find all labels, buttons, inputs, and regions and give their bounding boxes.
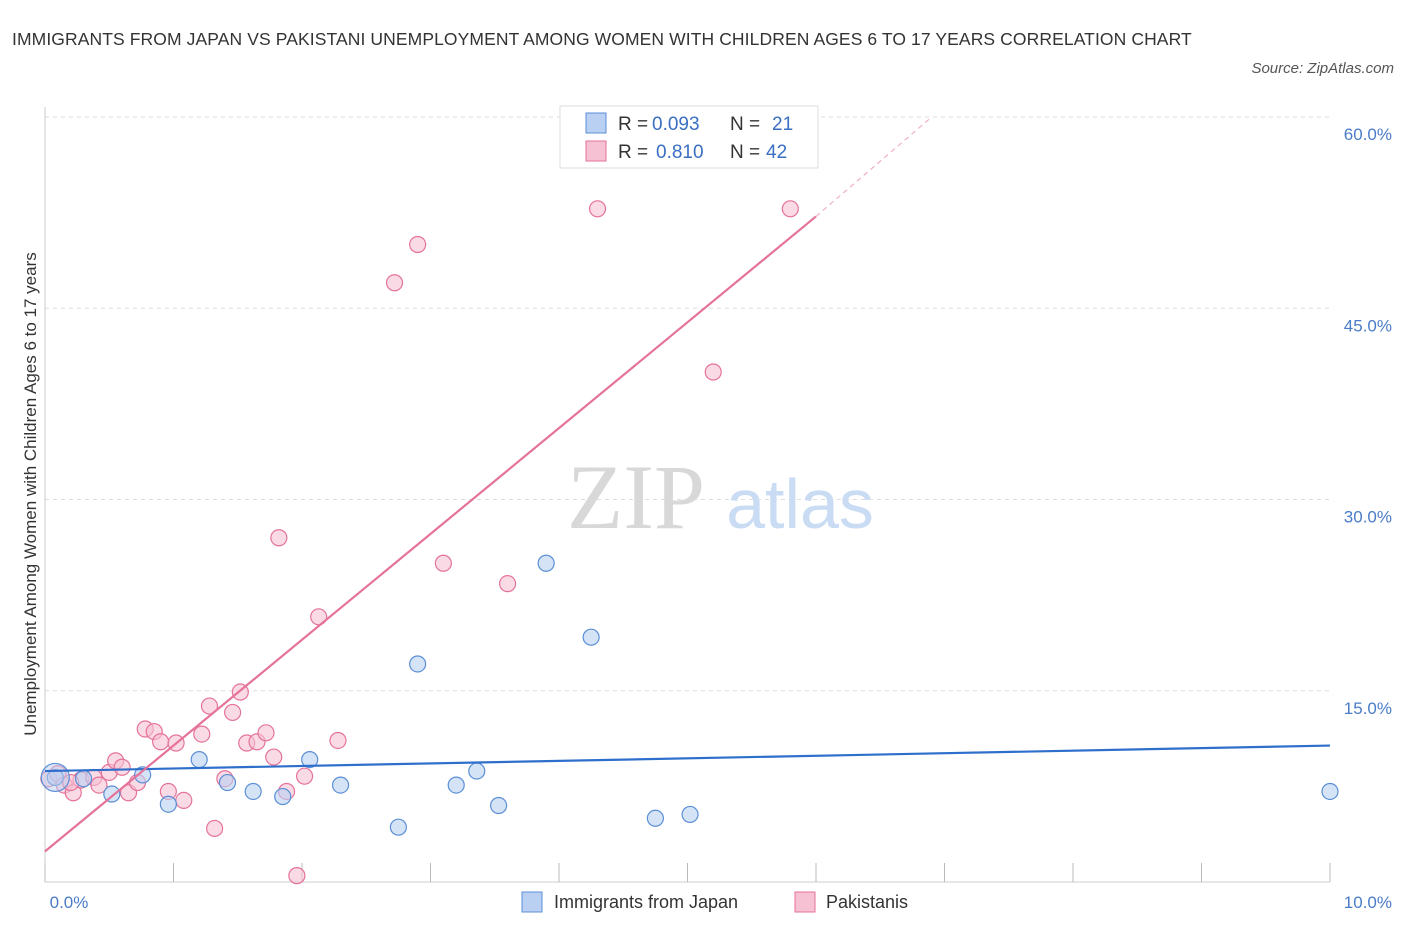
japan-point-14: [468, 762, 486, 780]
pakistani-point-33: [329, 731, 347, 750]
series-legend-swatch-japan: [521, 891, 543, 913]
pakistani-point-28: [270, 529, 288, 547]
pakistani-point-17: [175, 791, 193, 810]
pakistani-trend-line: [44, 215, 817, 853]
series-legend-pakistani: Pakistanis: [826, 892, 908, 912]
japan-points: [40, 554, 1339, 836]
grid-lines: [45, 116, 1330, 692]
japan-point-cluster: [40, 762, 70, 793]
watermark-zip: ZIP: [567, 446, 705, 548]
japan-point-13: [447, 776, 465, 794]
japan-point-20: [1321, 782, 1339, 801]
pakistani-point-27: [265, 748, 283, 766]
axes: [44, 107, 1331, 883]
pakistani-point-22: [224, 703, 242, 722]
pakistani-point-31: [295, 767, 314, 785]
pakistani-point-6: [90, 776, 108, 794]
pakistani-point-30: [288, 867, 306, 885]
pakistani-point-36: [434, 554, 452, 572]
pakistani-point-34: [385, 274, 404, 292]
legend-r-japan: 0.093: [652, 114, 700, 135]
y-tick-label-1: 30.0%: [1344, 508, 1392, 527]
y-tick-label-0: 15.0%: [1344, 699, 1392, 718]
japan-point-12: [409, 655, 427, 673]
japan-point-16: [537, 554, 555, 572]
japan-trend-line: [44, 744, 1331, 773]
pakistani-point-37: [499, 575, 517, 593]
y-axis-label: Unemployment Among Women with Children A…: [21, 252, 40, 736]
x-tick-labels: 0.0% 10.0%: [50, 893, 1392, 912]
japan-point-15: [490, 796, 508, 815]
pakistani-point-38: [588, 200, 607, 218]
japan-point-1: [74, 770, 93, 788]
legend-swatch-pakistani: [585, 140, 607, 162]
watermark-atlas: atlas: [726, 465, 874, 543]
y-tick-labels: 15.0% 30.0% 45.0% 60.0%: [1344, 125, 1392, 718]
pakistani-trend-extension: [815, 116, 933, 217]
japan-point-4: [159, 795, 177, 813]
y-tick-label-2: 45.0%: [1344, 316, 1392, 335]
series-legend-swatch-pakistani: [794, 891, 816, 913]
japan-point-6: [218, 773, 237, 792]
legend-n-label-pakistani: N =: [730, 142, 760, 163]
x-tick-label-1: 10.0%: [1344, 893, 1392, 912]
japan-point-10: [331, 776, 350, 794]
series-legend-japan: Immigrants from Japan: [554, 892, 738, 912]
pakistani-point-9: [113, 758, 131, 776]
japan-point-8: [274, 787, 292, 806]
pakistani-point-35: [409, 235, 427, 254]
pakistani-point-14: [152, 733, 170, 751]
watermark: ZIP atlas: [567, 446, 874, 548]
japan-point-18: [646, 809, 664, 827]
japan-point-19: [681, 805, 699, 824]
japan-point-7: [244, 782, 262, 801]
correlation-legend: R = 0.093 N = 21 R = 0.810 N = 42: [559, 105, 819, 169]
series-legend: Immigrants from Japan Pakistanis: [521, 891, 908, 913]
legend-n-japan: 21: [772, 114, 793, 135]
chart-title: IMMIGRANTS FROM JAPAN VS PAKISTANI UNEMP…: [12, 29, 1192, 49]
pakistani-point-18: [193, 725, 211, 743]
pakistani-point-26: [257, 724, 275, 742]
japan-point-11: [389, 818, 407, 836]
legend-swatch-japan: [585, 112, 607, 134]
trend-lines: [44, 116, 1331, 853]
japan-point-9: [301, 750, 319, 769]
japan-point-17: [582, 628, 600, 646]
japan-point-5: [190, 750, 208, 769]
japan-point-3: [134, 766, 152, 784]
source-label: Source: ZipAtlas.com: [1251, 60, 1394, 77]
legend-r-pakistani: 0.810: [656, 142, 704, 163]
japan-point-2: [103, 785, 121, 803]
pakistani-point-19: [200, 697, 219, 715]
legend-r-label-japan: R =: [618, 114, 648, 135]
pakistani-point-39: [704, 363, 722, 381]
pakistani-point-20: [206, 819, 224, 838]
x-tick-label-0: 0.0%: [50, 893, 89, 912]
y-tick-label-3: 60.0%: [1344, 125, 1392, 144]
legend-n-label-japan: N =: [730, 114, 760, 135]
pakistani-point-40: [781, 200, 799, 218]
legend-r-label-pakistani: R =: [618, 142, 648, 163]
legend-n-pakistani: 42: [766, 142, 787, 163]
